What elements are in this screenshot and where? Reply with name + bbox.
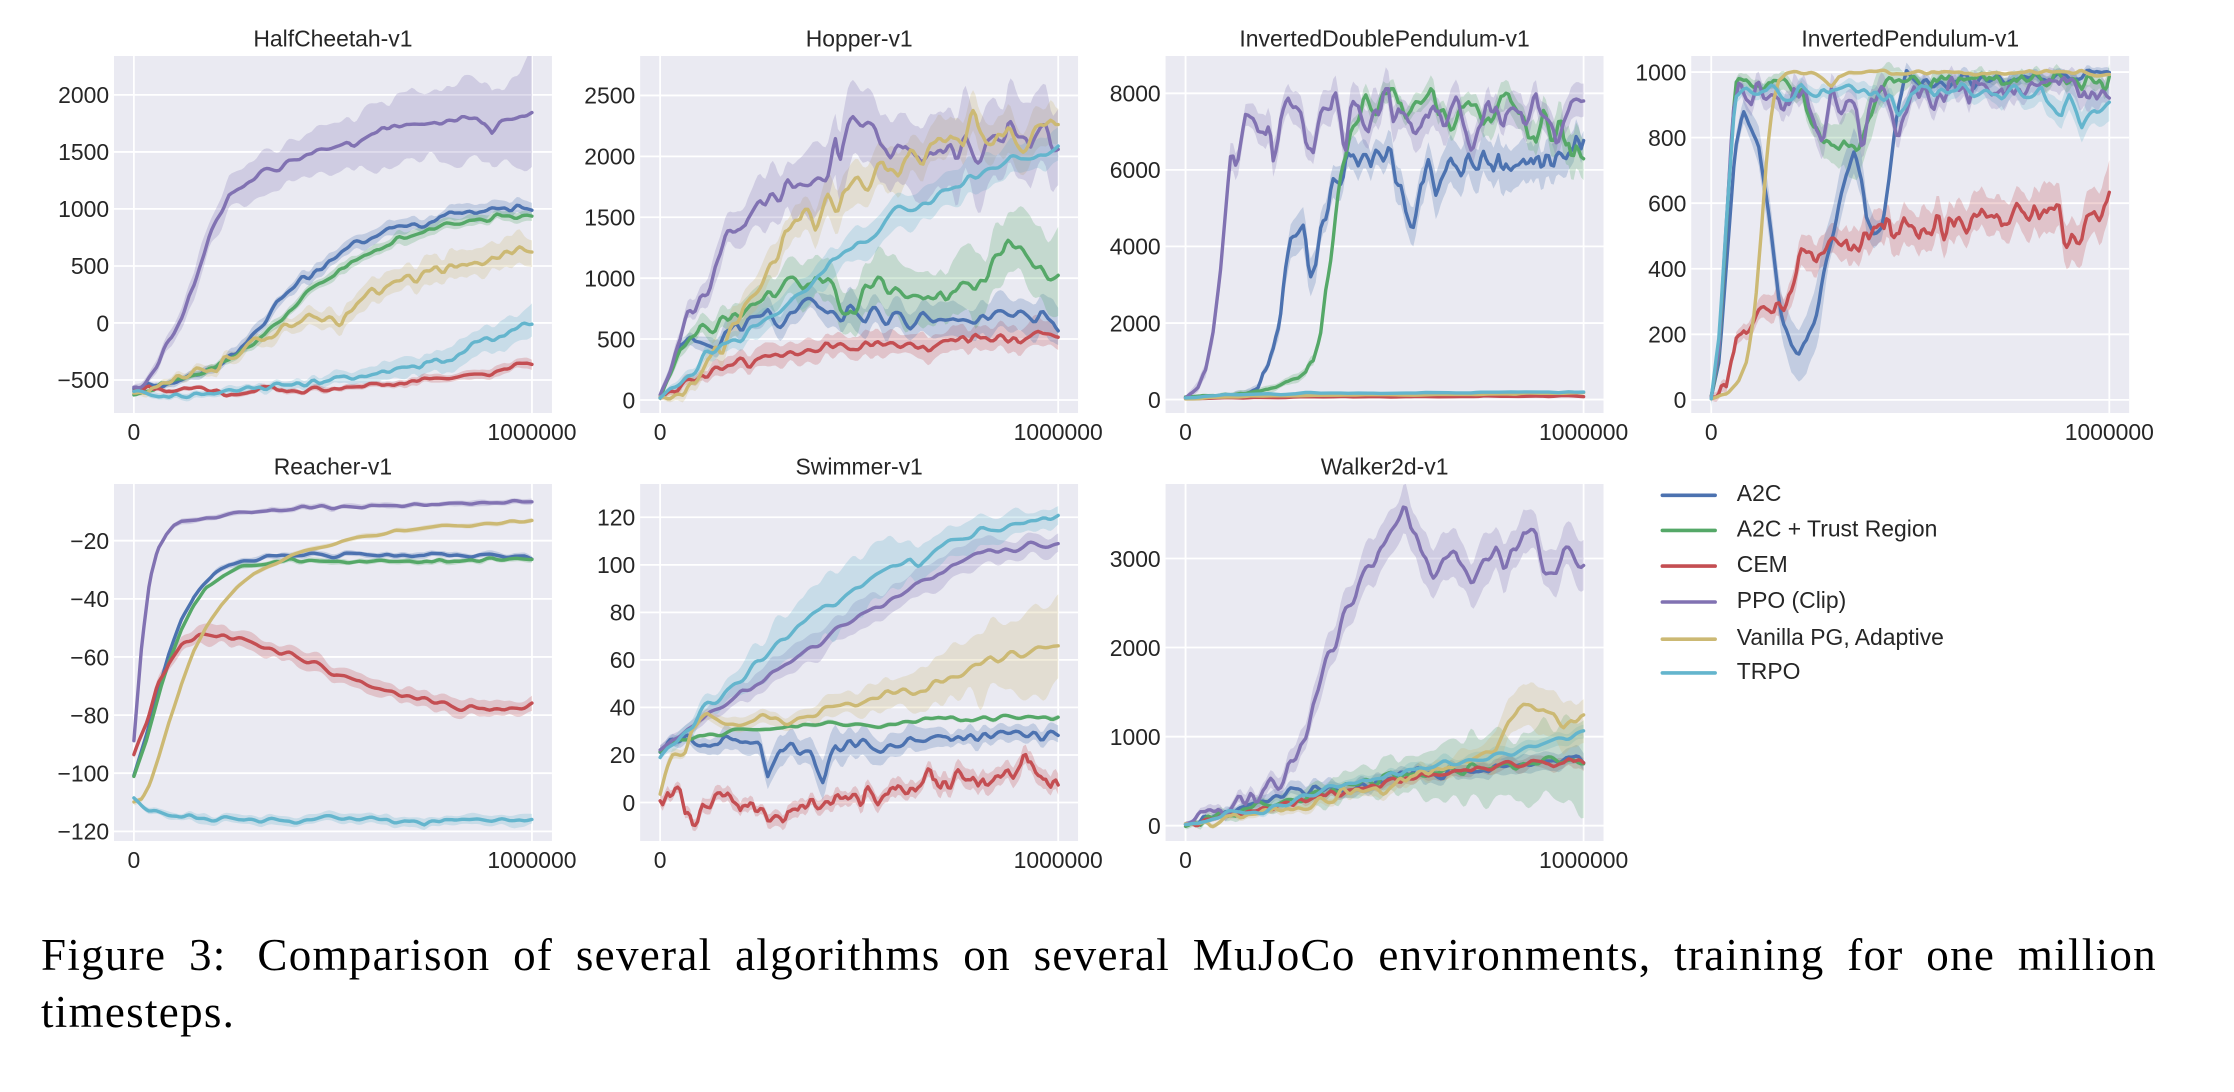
svg-text:2000: 2000: [584, 144, 635, 170]
svg-text:1000: 1000: [58, 196, 109, 222]
svg-text:1000000: 1000000: [487, 419, 576, 445]
svg-text:1000000: 1000000: [1539, 419, 1628, 445]
svg-text:60: 60: [610, 647, 635, 673]
svg-text:1000000: 1000000: [1014, 847, 1103, 873]
svg-text:1000: 1000: [584, 266, 635, 292]
svg-text:1500: 1500: [584, 205, 635, 231]
svg-text:0: 0: [1179, 847, 1192, 873]
svg-text:Vanilla PG, Adaptive: Vanilla PG, Adaptive: [1737, 624, 1944, 650]
svg-text:PPO (Clip): PPO (Clip): [1737, 587, 1846, 613]
svg-text:1000000: 1000000: [1014, 419, 1103, 445]
svg-text:80: 80: [610, 600, 635, 626]
svg-text:A2C: A2C: [1737, 480, 1782, 506]
svg-text:0: 0: [128, 419, 141, 445]
svg-text:20: 20: [610, 742, 635, 768]
svg-text:1500: 1500: [58, 139, 109, 165]
svg-text:Walker2d-v1: Walker2d-v1: [1321, 453, 1449, 479]
svg-text:0: 0: [1179, 419, 1192, 445]
svg-text:0: 0: [1148, 813, 1161, 839]
svg-text:4000: 4000: [1110, 234, 1161, 260]
svg-text:800: 800: [1648, 125, 1686, 151]
svg-text:0: 0: [654, 419, 667, 445]
svg-text:600: 600: [1648, 191, 1686, 217]
svg-text:1000000: 1000000: [487, 847, 576, 873]
svg-text:6000: 6000: [1110, 157, 1161, 183]
svg-text:−20: −20: [70, 528, 109, 554]
svg-text:−100: −100: [58, 761, 110, 787]
svg-text:2500: 2500: [584, 83, 635, 109]
svg-text:1000: 1000: [1635, 59, 1686, 85]
svg-text:0: 0: [1705, 419, 1718, 445]
svg-text:500: 500: [597, 326, 635, 352]
svg-text:0: 0: [1674, 387, 1687, 413]
svg-text:0: 0: [128, 847, 141, 873]
svg-text:120: 120: [597, 505, 635, 531]
svg-text:0: 0: [654, 847, 667, 873]
svg-text:2000: 2000: [1110, 635, 1161, 661]
svg-text:40: 40: [610, 695, 635, 721]
svg-text:200: 200: [1648, 322, 1686, 348]
svg-text:−120: −120: [58, 819, 110, 845]
svg-text:2000: 2000: [1110, 310, 1161, 336]
svg-text:Reacher-v1: Reacher-v1: [274, 453, 392, 479]
svg-text:1000000: 1000000: [1539, 847, 1628, 873]
svg-text:−80: −80: [70, 702, 109, 728]
svg-text:A2C + Trust Region: A2C + Trust Region: [1737, 515, 1938, 541]
svg-text:−500: −500: [58, 367, 110, 393]
svg-text:CEM: CEM: [1737, 551, 1788, 577]
svg-text:1000000: 1000000: [2065, 419, 2154, 445]
svg-text:500: 500: [71, 253, 109, 279]
svg-text:TRPO: TRPO: [1737, 658, 1801, 684]
svg-text:Swimmer-v1: Swimmer-v1: [796, 453, 923, 479]
svg-text:HalfCheetah-v1: HalfCheetah-v1: [253, 25, 412, 51]
svg-text:−60: −60: [70, 644, 109, 670]
svg-text:0: 0: [623, 387, 636, 413]
svg-text:InvertedPendulum-v1: InvertedPendulum-v1: [1801, 25, 2019, 51]
svg-text:−40: −40: [70, 586, 109, 612]
svg-text:3000: 3000: [1110, 546, 1161, 572]
svg-text:0: 0: [1148, 387, 1161, 413]
svg-text:InvertedDoublePendulum-v1: InvertedDoublePendulum-v1: [1239, 25, 1529, 51]
svg-text:Hopper-v1: Hopper-v1: [806, 25, 913, 51]
svg-text:2000: 2000: [58, 82, 109, 108]
svg-text:0: 0: [96, 310, 109, 336]
svg-text:1000: 1000: [1110, 724, 1161, 750]
svg-text:100: 100: [597, 552, 635, 578]
svg-text:0: 0: [623, 790, 636, 816]
svg-text:400: 400: [1648, 256, 1686, 282]
svg-text:8000: 8000: [1110, 81, 1161, 107]
